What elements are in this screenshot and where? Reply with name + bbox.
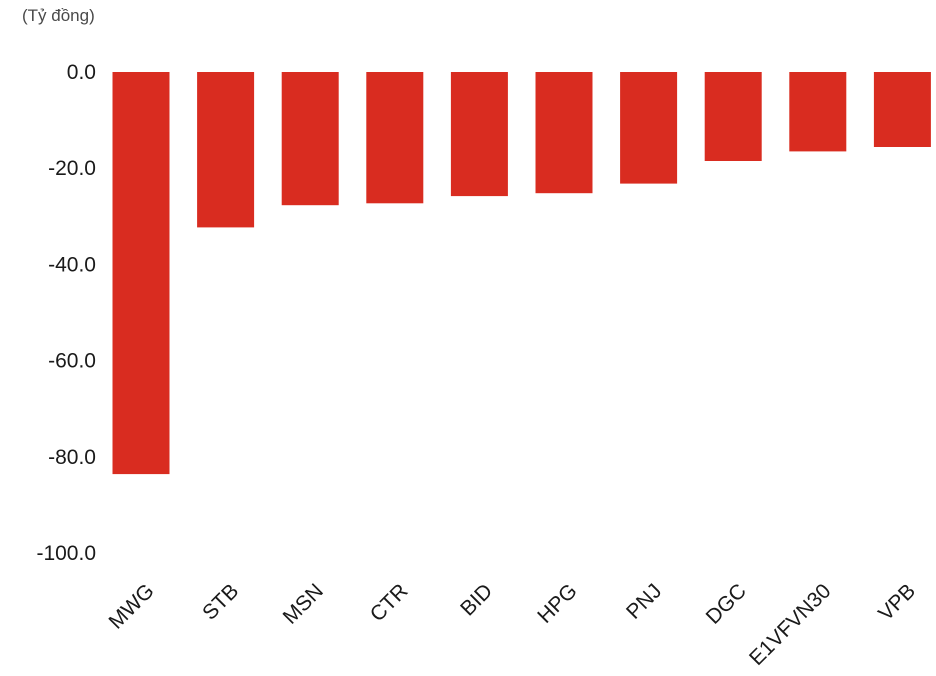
bar-dgc [704,72,762,161]
bar-msn [281,72,339,206]
bar-hpg [535,72,593,194]
bar-pnj [620,72,678,184]
x-tick-label-stb: STB [198,579,243,624]
x-tick-label-mwg: MWG [105,579,159,633]
y-axis-ticks: 0.0 -20.0 -40.0 -60.0 -80.0 -100.0 [36,61,96,565]
x-tick-label-msn: MSN [279,579,328,628]
bars-group [112,72,931,475]
x-tick-label-e1vfvn30: E1VFVN30 [745,579,836,670]
bar-e1vfvn30 [789,72,847,152]
x-tick-label-vpb: VPB [874,579,920,625]
y-tick-label: 0.0 [67,61,96,84]
y-tick-label: -20.0 [48,157,96,180]
y-tick-label: -40.0 [48,253,96,276]
y-tick-label: -60.0 [48,350,96,373]
bar-mwg [112,72,170,475]
y-tick-label: -100.0 [36,542,96,565]
x-tick-label-bid: BID [456,579,497,620]
bar-ctr [366,72,424,204]
x-tick-label-pnj: PNJ [622,579,666,623]
bar-stb [197,72,255,228]
x-tick-label-ctr: CTR [366,579,413,626]
y-tick-label: -80.0 [48,446,96,469]
x-tick-label-hpg: HPG [533,579,581,627]
y-axis-unit-label: (Tỷ đồng) [22,6,95,25]
x-tick-label-dgc: DGC [702,579,751,628]
bar-vpb [873,72,931,147]
bar-bid [450,72,508,197]
